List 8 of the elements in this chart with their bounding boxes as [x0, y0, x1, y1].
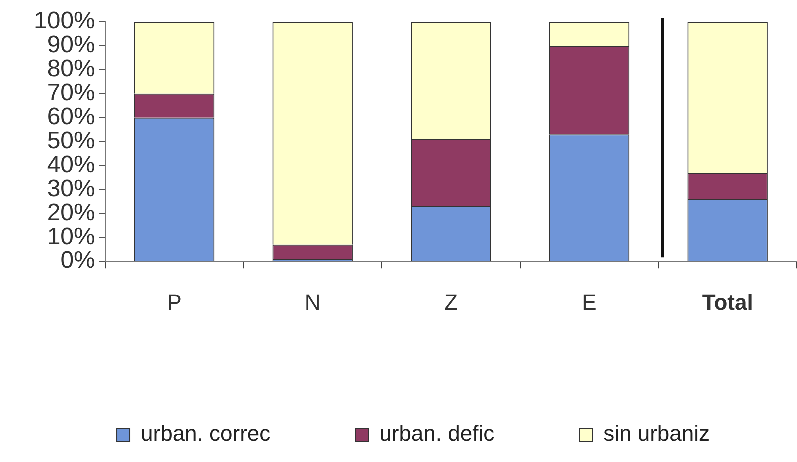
legend-label: sin urbaniz [604, 421, 710, 446]
x-tick-label: N [304, 290, 321, 315]
legend-label: urban. correc [141, 421, 271, 446]
legend-label: urban. defic [380, 421, 495, 446]
x-tick-label: Z [444, 290, 458, 315]
x-tick-label: P [167, 290, 182, 315]
x-tick-label: Total [702, 290, 754, 315]
x-tick-label: E [582, 290, 597, 315]
